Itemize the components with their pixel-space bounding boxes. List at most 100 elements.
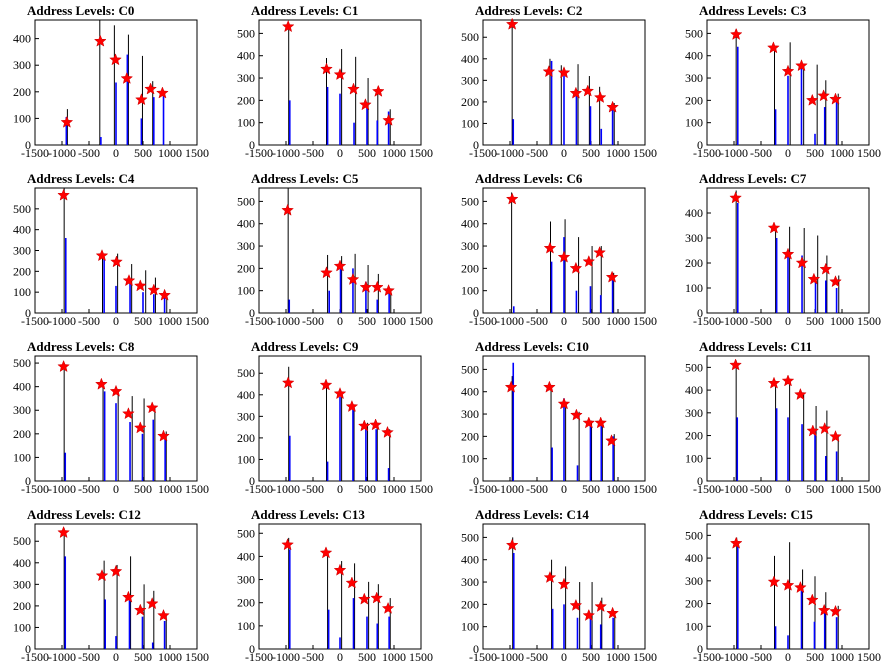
x-tick-label: 1000 <box>830 314 854 328</box>
y-tick-label: 300 <box>237 71 255 85</box>
y-tick-label: 100 <box>13 285 31 299</box>
x-tick-label: 1000 <box>382 146 406 160</box>
peak-marker <box>122 274 136 287</box>
x-tick-label: 0 <box>113 146 119 160</box>
peak-marker <box>829 275 842 288</box>
peak-marker <box>333 563 347 576</box>
peak-marker <box>345 576 359 589</box>
peak-marker <box>346 272 360 285</box>
peak-marker <box>381 425 394 438</box>
peak-marker <box>120 71 134 84</box>
x-tick-label: -500 <box>302 146 324 160</box>
x-tick-label: -500 <box>302 482 324 496</box>
chart-panel: Address Levels: C15 0 100 200 300 400 500 -1500… <box>672 504 896 672</box>
y-tick-label: 400 <box>685 49 703 63</box>
peak-marker <box>382 284 395 297</box>
chart-panel: Address Levels: C11 0 100 200 300 400 500 -1500… <box>672 336 896 504</box>
x-tick-label: -500 <box>750 146 772 160</box>
y-tick-label: 400 <box>13 556 31 570</box>
y-tick-label: 500 <box>461 530 479 544</box>
y-tick-label: 400 <box>237 217 255 231</box>
peak-marker <box>570 408 583 421</box>
y-tick-label: 200 <box>685 429 703 443</box>
y-tick-label: 500 <box>13 202 31 216</box>
x-tick-label: 0 <box>561 482 567 496</box>
x-tick-label: -500 <box>750 482 772 496</box>
x-tick-label: 500 <box>134 314 152 328</box>
y-tick-label: 100 <box>237 284 255 298</box>
x-tick-label: -500 <box>526 482 548 496</box>
peak-marker <box>109 53 122 66</box>
x-tick-label: 1500 <box>185 146 209 160</box>
peak-marker <box>57 359 70 373</box>
peak-marker <box>605 270 619 283</box>
peak-marker <box>557 397 571 410</box>
x-tick-label: 0 <box>561 146 567 160</box>
peak-marker <box>133 421 147 434</box>
peak-marker <box>60 115 74 128</box>
x-tick-label: 1500 <box>857 482 881 496</box>
x-tick-label: 1500 <box>857 146 881 160</box>
y-tick-label: 0 <box>25 642 31 656</box>
peak-marker <box>95 377 108 390</box>
x-tick-label: -1000 <box>720 482 748 496</box>
y-tick-label: 500 <box>13 356 31 370</box>
y-tick-label: 300 <box>461 73 479 87</box>
peak-marker <box>109 564 123 577</box>
peak-marker <box>370 591 384 604</box>
peak-marker <box>320 62 333 75</box>
peak-marker <box>147 283 161 296</box>
peak-marker <box>767 376 781 389</box>
y-tick-label: 100 <box>461 452 479 466</box>
chart-title: Address Levels: C5 <box>251 171 359 186</box>
y-tick-label: 500 <box>685 26 703 40</box>
y-tick-label: 400 <box>461 217 479 231</box>
x-tick-label: 0 <box>785 146 791 160</box>
y-tick-label: 500 <box>237 26 255 40</box>
x-tick-label: -500 <box>750 650 772 664</box>
y-tick-label: 500 <box>685 528 703 542</box>
x-tick-label: 1500 <box>633 650 657 664</box>
y-tick-label: 300 <box>13 403 31 417</box>
x-tick-label: -1500 <box>21 482 49 496</box>
y-tick-label: 500 <box>685 360 703 374</box>
y-tick-label: 300 <box>461 407 479 421</box>
x-tick-label: 500 <box>806 314 824 328</box>
peak-marker <box>281 20 295 33</box>
x-tick-label: 1000 <box>830 482 854 496</box>
y-tick-label: 200 <box>685 256 703 270</box>
x-tick-label: 0 <box>785 650 791 664</box>
x-tick-label: -1500 <box>693 314 721 328</box>
x-tick-label: -500 <box>526 650 548 664</box>
peak-marker <box>767 575 781 588</box>
y-tick-label: 100 <box>685 619 703 633</box>
peak-marker <box>347 82 360 95</box>
peak-marker <box>582 255 596 268</box>
peak-marker <box>606 606 619 619</box>
peak-marker <box>357 419 371 432</box>
chart-svg: Address Levels: C20100200300400500-1500-… <box>461 3 657 160</box>
peak-marker <box>594 599 608 612</box>
peak-marker <box>557 250 571 263</box>
y-tick-label: 0 <box>249 306 255 320</box>
chart-svg: Address Levels: C15 0 100 200 300 400 500 -1500… <box>685 507 881 664</box>
x-tick-label: -1000 <box>496 650 524 664</box>
peak-marker <box>505 17 519 30</box>
x-tick-label: 1000 <box>158 146 182 160</box>
peak-marker <box>805 593 819 606</box>
peak-marker <box>95 249 109 262</box>
peak-marker <box>557 66 571 79</box>
peak-marker <box>605 434 618 447</box>
chart-panel: Address Levels: C2 0 100 200 300 400 500 -1500-… <box>448 0 672 168</box>
x-tick-label: 500 <box>582 650 600 664</box>
peak-marker <box>95 569 109 582</box>
y-tick-label: 500 <box>237 366 255 380</box>
x-tick-label: -500 <box>302 314 324 328</box>
peak-marker <box>156 86 169 99</box>
peak-marker <box>135 93 148 106</box>
x-tick-label: 0 <box>785 314 791 328</box>
peak-marker <box>157 429 170 442</box>
chart-svg: Address Levels: C14 0 100 200 300 400 500 -1500… <box>461 507 657 664</box>
x-tick-label: -1500 <box>469 314 497 328</box>
y-tick-label: 0 <box>473 306 479 320</box>
